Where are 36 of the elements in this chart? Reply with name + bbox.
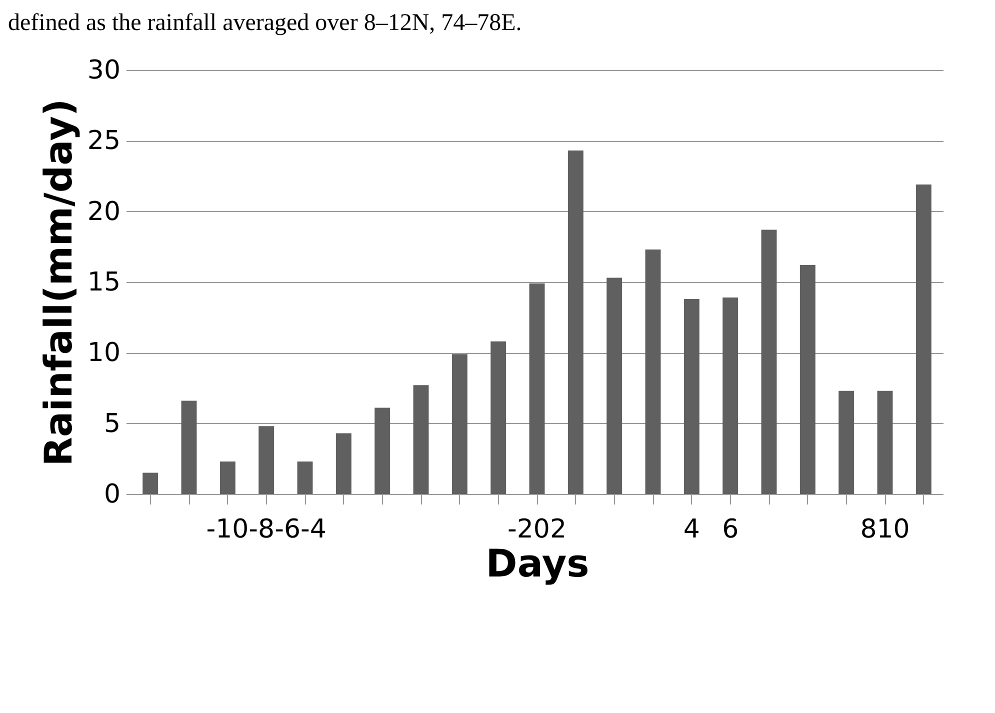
bar [258, 426, 274, 494]
bar [452, 354, 468, 494]
x-tick-label: -202 [507, 514, 567, 544]
bar [413, 385, 429, 494]
y-tick-label: 5 [104, 408, 120, 439]
x-tick-label: 6 [722, 514, 739, 544]
bar [722, 298, 738, 494]
y-tick-label: 15 [87, 268, 120, 298]
bar [877, 390, 893, 494]
bar [529, 283, 545, 494]
bar [800, 265, 816, 494]
y-tick-label: 20 [87, 196, 120, 227]
y-tick-label: 10 [87, 338, 120, 368]
bar [916, 184, 932, 494]
x-tick-label: 810 [860, 514, 910, 544]
x-tick-label: -10-8-6-4 [206, 514, 326, 544]
y-axis-title: Rainfall(mm/day) [36, 98, 80, 466]
bar [606, 278, 622, 494]
bar [838, 390, 854, 494]
y-tick-label: 0 [104, 480, 120, 510]
text: defined as the rainfall averaged over 8–12N, 74–78E. [7, 9, 523, 37]
y-tick-label: 30 [87, 56, 120, 86]
x-tick-label: 4 [683, 514, 700, 544]
bar [297, 461, 313, 494]
bar [374, 408, 390, 494]
bar [568, 150, 584, 494]
x-axis-title: Days [486, 542, 590, 586]
bar [336, 433, 352, 494]
bar [142, 472, 158, 494]
bar [181, 400, 197, 494]
bar [684, 298, 700, 494]
bar [645, 249, 661, 494]
bar [220, 461, 236, 494]
bar [490, 341, 506, 494]
bar [761, 230, 777, 494]
y-tick-label: 25 [87, 126, 120, 156]
